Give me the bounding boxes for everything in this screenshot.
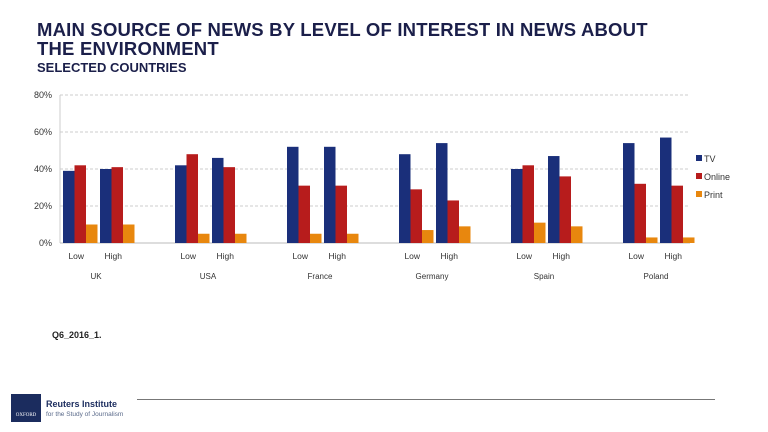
bar-tv: [212, 157, 224, 243]
bar-print: [422, 230, 434, 243]
bar-print: [198, 233, 210, 243]
bar-online: [298, 185, 310, 243]
x-subcategory-label: Low: [628, 251, 644, 261]
bar-online: [522, 165, 534, 243]
bar-online: [111, 167, 123, 243]
country-label: Poland: [644, 272, 669, 281]
legend-label: Online: [704, 172, 730, 182]
bar-tv: [63, 170, 75, 243]
bar-online: [186, 154, 198, 243]
org-subtitle: for the Study of Journalism: [46, 411, 124, 418]
bar-tv: [100, 169, 112, 243]
y-tick-label: 20%: [34, 201, 52, 211]
x-subcategory-label: High: [329, 251, 347, 261]
bar-tv: [175, 165, 187, 243]
y-tick-label: 80%: [34, 90, 52, 100]
chart-title: MAIN SOURCE OF NEWS BY LEVEL OF INTEREST…: [37, 20, 648, 58]
y-tick-label: 60%: [34, 127, 52, 137]
x-subcategory-label: Low: [404, 251, 420, 261]
bar-online: [634, 183, 646, 243]
x-subcategory-label: High: [217, 251, 235, 261]
bar-online: [671, 185, 683, 243]
bar-online: [335, 185, 347, 243]
bar-tv: [399, 154, 411, 243]
legend-swatch: [696, 173, 702, 179]
x-subcategory-label: Low: [292, 251, 308, 261]
x-subcategory-label: Low: [68, 251, 84, 261]
org-name: Reuters Institute: [46, 399, 118, 409]
bar-print: [235, 233, 247, 243]
title-line-1: MAIN SOURCE OF NEWS BY LEVEL OF INTEREST…: [37, 19, 648, 40]
country-label: France: [308, 272, 333, 281]
bar-chart: 0% 20% 40% 60% 80% Low High UK Low High USA Low High…: [34, 90, 730, 281]
bar-online: [410, 189, 422, 243]
bar-print: [534, 222, 546, 243]
bar-online: [74, 165, 86, 243]
bar-print: [646, 237, 658, 243]
oxford-logo: OXFORD: [11, 394, 41, 422]
bar-print: [347, 233, 359, 243]
bar-print: [683, 237, 695, 243]
title-line-2: THE ENVIRONMENT: [37, 38, 219, 59]
question-note: Q6_2016_1.: [52, 330, 102, 340]
bar-online: [223, 167, 235, 243]
footer-divider: [137, 399, 715, 400]
x-subcategory-label: High: [105, 251, 123, 261]
bar-tv: [324, 146, 336, 243]
country-label: Spain: [534, 272, 554, 281]
bar-tv: [436, 143, 448, 243]
legend-swatch: [696, 155, 702, 161]
bar-print: [571, 226, 583, 243]
bar-tv: [548, 156, 560, 243]
y-tick-label: 40%: [34, 164, 52, 174]
x-subcategory-label: Low: [516, 251, 532, 261]
x-subcategory-label: High: [665, 251, 683, 261]
x-subcategory-label: Low: [180, 251, 196, 261]
y-tick-label: 0%: [39, 238, 52, 248]
country-label: Germany: [416, 272, 449, 281]
chart-subtitle: SELECTED COUNTRIES: [37, 60, 187, 75]
bar-print: [86, 224, 98, 243]
bar-print: [123, 224, 135, 243]
bar-tv: [287, 146, 299, 243]
legend-label: Print: [704, 190, 723, 200]
bar-tv: [511, 169, 523, 243]
bar-tv: [623, 143, 635, 243]
x-subcategory-label: High: [441, 251, 459, 261]
bar-online: [447, 200, 459, 243]
country-label: UK: [90, 272, 102, 281]
legend-swatch: [696, 191, 702, 197]
bar-online: [559, 176, 571, 243]
bar-print: [459, 226, 471, 243]
bar-print: [310, 233, 322, 243]
x-subcategory-label: High: [553, 251, 571, 261]
bar-tv: [660, 137, 672, 243]
legend-label: TV: [704, 154, 716, 164]
country-label: USA: [200, 272, 217, 281]
